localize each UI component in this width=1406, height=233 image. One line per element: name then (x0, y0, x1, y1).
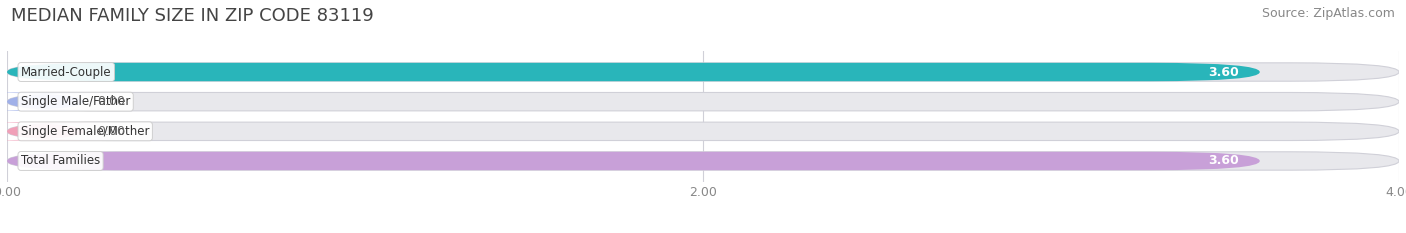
Text: 0.00: 0.00 (97, 95, 125, 108)
FancyBboxPatch shape (7, 122, 1399, 140)
Text: Source: ZipAtlas.com: Source: ZipAtlas.com (1261, 7, 1395, 20)
FancyBboxPatch shape (7, 152, 1260, 170)
FancyBboxPatch shape (0, 93, 115, 111)
FancyBboxPatch shape (7, 152, 1399, 170)
Text: Single Male/Father: Single Male/Father (21, 95, 131, 108)
Text: 3.60: 3.60 (1208, 154, 1239, 168)
Text: Total Families: Total Families (21, 154, 100, 168)
Text: 3.60: 3.60 (1208, 65, 1239, 79)
Text: MEDIAN FAMILY SIZE IN ZIP CODE 83119: MEDIAN FAMILY SIZE IN ZIP CODE 83119 (11, 7, 374, 25)
Text: Single Female/Mother: Single Female/Mother (21, 125, 149, 138)
FancyBboxPatch shape (7, 63, 1260, 81)
Text: Married-Couple: Married-Couple (21, 65, 111, 79)
FancyBboxPatch shape (0, 122, 115, 140)
FancyBboxPatch shape (7, 63, 1399, 81)
FancyBboxPatch shape (7, 93, 1399, 111)
Text: 0.00: 0.00 (97, 125, 125, 138)
